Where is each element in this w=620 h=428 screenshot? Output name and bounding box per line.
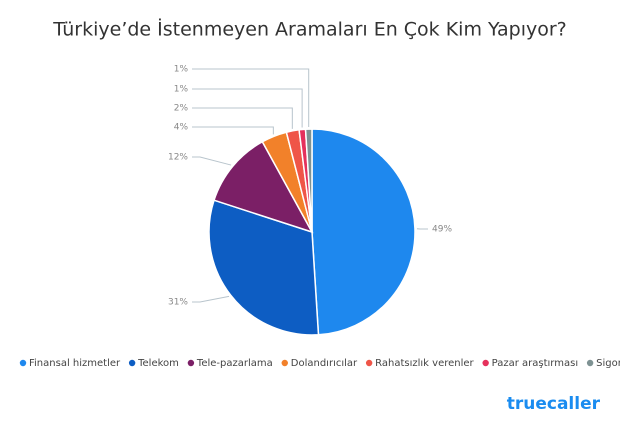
data-label: 1%	[174, 85, 189, 95]
legend-label: Rahatsızlık verenler	[375, 358, 474, 369]
legend-marker	[20, 360, 26, 366]
data-label: 1%	[174, 65, 189, 75]
legend-label: Sigorta	[596, 358, 620, 369]
legend-label: Pazar araştırması	[492, 358, 578, 369]
legend-label: Tele-pazarlama	[196, 358, 273, 369]
leader-line	[192, 69, 309, 127]
leader-line	[192, 157, 231, 165]
chart-title: Türkiye’de İstenmeyen Aramaları En Çok K…	[52, 18, 567, 41]
legend-label: Telekom	[137, 358, 179, 369]
legend-label: Finansal hizmetler	[29, 358, 121, 369]
leader-line	[192, 108, 292, 129]
legend-marker	[282, 360, 288, 366]
data-label: 31%	[168, 298, 188, 308]
data-label: 49%	[432, 225, 452, 235]
legend-label: Dolandırıcılar	[291, 358, 358, 369]
legend-marker	[188, 360, 194, 366]
leader-line	[192, 127, 273, 134]
brand-logo: truecaller	[507, 394, 601, 414]
leader-line	[192, 296, 229, 302]
data-label: 12%	[168, 153, 188, 163]
pie-slice	[312, 129, 415, 335]
data-label: 4%	[174, 123, 189, 133]
legend-marker	[587, 360, 593, 366]
legend-marker	[482, 360, 488, 366]
legend-marker	[366, 360, 372, 366]
data-label: 2%	[174, 104, 189, 114]
legend-marker	[129, 360, 135, 366]
